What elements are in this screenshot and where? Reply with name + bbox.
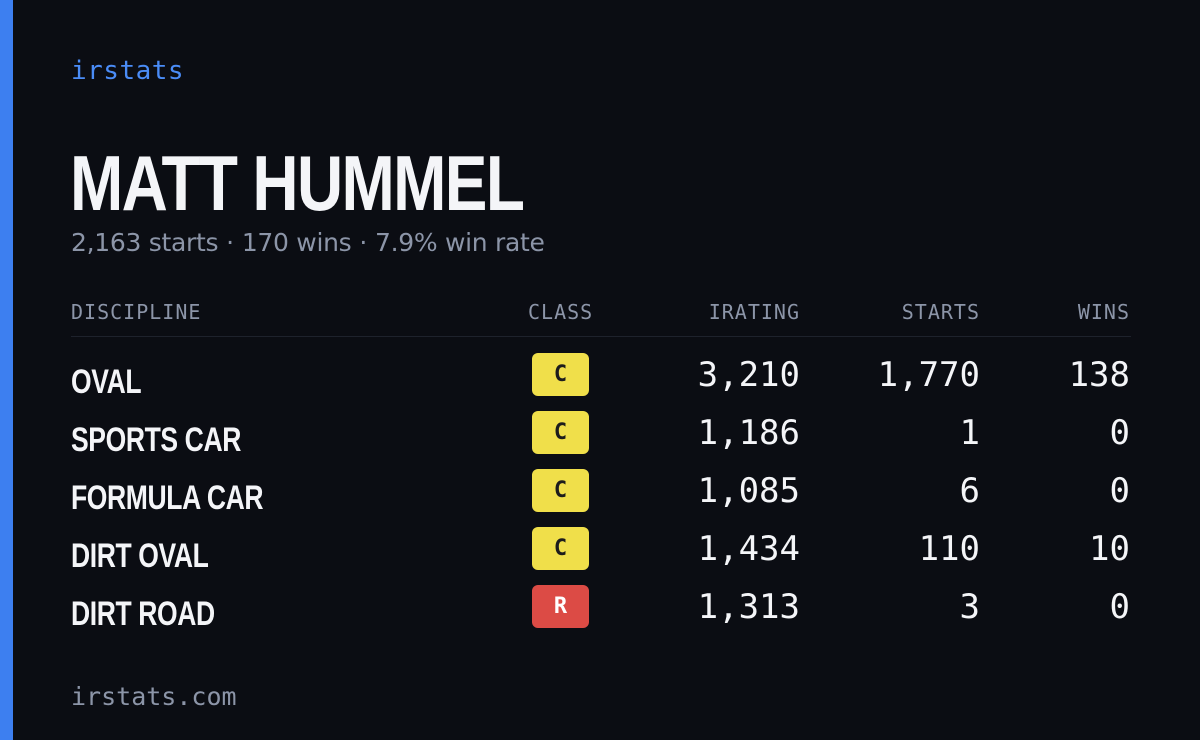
table-row: DIRT ROAD R 1,313 3 0 bbox=[71, 585, 1131, 643]
row-wins: 0 bbox=[1109, 587, 1130, 627]
row-discipline: OVAL bbox=[71, 363, 142, 401]
class-badge: R bbox=[532, 585, 589, 628]
table-header: DISCIPLINE CLASS IRATING STARTS WINS bbox=[71, 298, 1131, 337]
row-discipline: DIRT OVAL bbox=[71, 537, 209, 575]
row-irating: 1,434 bbox=[697, 529, 800, 569]
table-row: OVAL C 3,210 1,770 138 bbox=[71, 353, 1131, 411]
header-wins: WINS bbox=[1077, 300, 1130, 324]
row-wins: 0 bbox=[1109, 471, 1130, 511]
driver-name: MATT HUMMEL bbox=[70, 139, 525, 227]
summary-separator: · bbox=[359, 228, 368, 257]
class-badge: C bbox=[532, 469, 589, 512]
table-row: SPORTS CAR C 1,186 1 0 bbox=[71, 411, 1131, 469]
row-discipline: SPORTS CAR bbox=[71, 421, 241, 459]
table-row: DIRT OVAL C 1,434 110 10 bbox=[71, 527, 1131, 585]
summary-separator: · bbox=[226, 228, 234, 257]
row-irating: 1,186 bbox=[697, 413, 800, 453]
class-badge: C bbox=[532, 527, 589, 570]
row-starts: 6 bbox=[959, 471, 980, 511]
row-starts: 3 bbox=[959, 587, 980, 627]
row-irating: 1,313 bbox=[697, 587, 800, 627]
accent-bar bbox=[0, 0, 13, 740]
brand-label: irstats bbox=[71, 56, 185, 86]
row-discipline: DIRT ROAD bbox=[71, 595, 215, 633]
class-badge: C bbox=[532, 353, 589, 396]
header-class: CLASS bbox=[528, 300, 594, 324]
row-starts: 1,770 bbox=[877, 355, 980, 395]
row-starts: 1 bbox=[959, 413, 980, 453]
row-discipline: FORMULA CAR bbox=[71, 479, 264, 517]
row-wins: 0 bbox=[1109, 413, 1130, 453]
summary-line: 2,163 starts · 170 wins · 7.9% win rate bbox=[71, 228, 545, 257]
summary-wins: 170 wins bbox=[241, 228, 352, 257]
class-badge: C bbox=[532, 411, 589, 454]
row-irating: 1,085 bbox=[697, 471, 800, 511]
table-row: FORMULA CAR C 1,085 6 0 bbox=[71, 469, 1131, 527]
summary-win-rate: 7.9% win rate bbox=[375, 228, 545, 257]
footer-url: irstats.com bbox=[71, 682, 237, 711]
summary-starts: 2,163 starts bbox=[71, 228, 219, 257]
row-wins: 10 bbox=[1089, 529, 1130, 569]
row-wins: 138 bbox=[1068, 355, 1130, 395]
header-starts: STARTS bbox=[901, 300, 980, 324]
header-discipline: DISCIPLINE bbox=[71, 300, 202, 324]
header-irating: IRATING bbox=[708, 300, 800, 324]
discipline-table: DISCIPLINE CLASS IRATING STARTS WINS OVA… bbox=[71, 298, 1131, 643]
row-irating: 3,210 bbox=[697, 355, 800, 395]
row-starts: 110 bbox=[918, 529, 980, 569]
table-body: OVAL C 3,210 1,770 138 SPORTS CAR C 1,18… bbox=[71, 337, 1131, 643]
